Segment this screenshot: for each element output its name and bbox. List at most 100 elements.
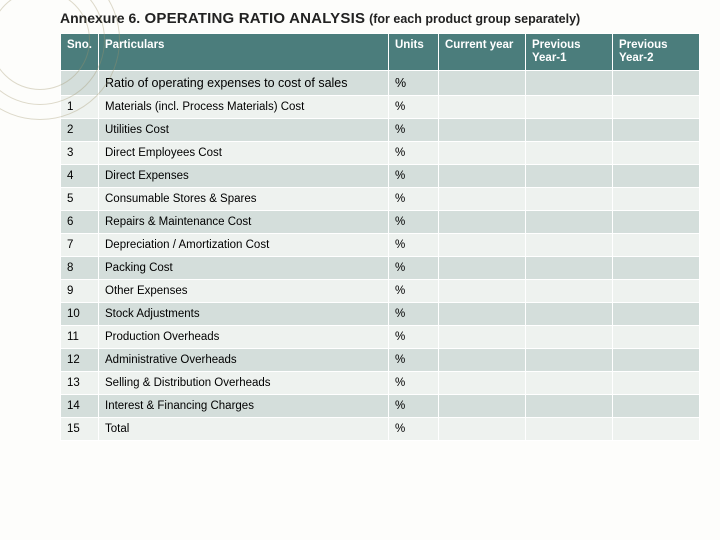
table-row: 9Other Expenses% — [61, 280, 700, 303]
cell-prev2 — [613, 142, 700, 165]
cell-units: % — [389, 188, 439, 211]
cell-current — [439, 257, 526, 280]
table-row: 2Utilities Cost% — [61, 119, 700, 142]
cell-current — [439, 142, 526, 165]
cell-current — [439, 96, 526, 119]
cell-units: % — [389, 211, 439, 234]
cell-prev1 — [526, 257, 613, 280]
cell-particulars: Direct Employees Cost — [99, 142, 389, 165]
cell-current — [439, 211, 526, 234]
cell-sno: 7 — [61, 234, 99, 257]
cell-current — [439, 234, 526, 257]
cell-prev2 — [613, 418, 700, 441]
cell-current — [439, 303, 526, 326]
cell-units: % — [389, 303, 439, 326]
cell-sno: 4 — [61, 165, 99, 188]
cell-particulars: Packing Cost — [99, 257, 389, 280]
cell-units: % — [389, 372, 439, 395]
cell-prev2 — [613, 188, 700, 211]
cell-prev1 — [526, 165, 613, 188]
title-prefix: Annexure 6. — [60, 10, 140, 26]
cell-particulars: Selling & Distribution Overheads — [99, 372, 389, 395]
cell-particulars: Utilities Cost — [99, 119, 389, 142]
table-row: 1Materials (incl. Process Materials) Cos… — [61, 96, 700, 119]
cell-particulars: Other Expenses — [99, 280, 389, 303]
cell-current — [439, 372, 526, 395]
cell-units: % — [389, 257, 439, 280]
cell-current — [439, 395, 526, 418]
cell-units: % — [389, 418, 439, 441]
cell-units: % — [389, 349, 439, 372]
cell-current — [439, 280, 526, 303]
cell-current — [439, 326, 526, 349]
table-row: 7Depreciation / Amortization Cost% — [61, 234, 700, 257]
title-suffix: (for each product group separately) — [369, 12, 580, 26]
cell-prev2 — [613, 211, 700, 234]
cell-particulars: Production Overheads — [99, 326, 389, 349]
cell-prev2 — [613, 395, 700, 418]
cell-particulars: Administrative Overheads — [99, 349, 389, 372]
table-row: 8Packing Cost% — [61, 257, 700, 280]
table-row: 3Direct Employees Cost% — [61, 142, 700, 165]
cell-sno — [61, 71, 99, 96]
cell-prev2 — [613, 96, 700, 119]
cell-particulars: Consumable Stores & Spares — [99, 188, 389, 211]
col-prev2: Previous Year-2 — [613, 34, 700, 71]
table-row: 10Stock Adjustments% — [61, 303, 700, 326]
table-row: 12Administrative Overheads% — [61, 349, 700, 372]
table-row: Ratio of operating expenses to cost of s… — [61, 71, 700, 96]
cell-prev2 — [613, 71, 700, 96]
cell-sno: 13 — [61, 372, 99, 395]
cell-prev1 — [526, 349, 613, 372]
cell-particulars: Repairs & Maintenance Cost — [99, 211, 389, 234]
table-row: 4Direct Expenses% — [61, 165, 700, 188]
cell-prev2 — [613, 349, 700, 372]
cell-prev1 — [526, 234, 613, 257]
cell-current — [439, 349, 526, 372]
cell-current — [439, 165, 526, 188]
table-row: 13Selling & Distribution Overheads% — [61, 372, 700, 395]
cell-prev1 — [526, 418, 613, 441]
cell-prev2 — [613, 257, 700, 280]
cell-prev1 — [526, 142, 613, 165]
cell-particulars: Materials (incl. Process Materials) Cost — [99, 96, 389, 119]
col-sno: Sno. — [61, 34, 99, 71]
cell-sno: 5 — [61, 188, 99, 211]
cell-units: % — [389, 326, 439, 349]
col-units: Units — [389, 34, 439, 71]
cell-units: % — [389, 234, 439, 257]
ratio-table: Sno. Particulars Units Current year Prev… — [60, 33, 700, 441]
cell-particulars: Total — [99, 418, 389, 441]
cell-current — [439, 418, 526, 441]
cell-sno: 9 — [61, 280, 99, 303]
table-row: 5Consumable Stores & Spares% — [61, 188, 700, 211]
cell-sno: 11 — [61, 326, 99, 349]
cell-sno: 10 — [61, 303, 99, 326]
title-main: OPERATING RATIO ANALYSIS — [140, 10, 365, 27]
cell-sno: 1 — [61, 96, 99, 119]
cell-units: % — [389, 165, 439, 188]
cell-sno: 8 — [61, 257, 99, 280]
cell-prev1 — [526, 326, 613, 349]
cell-units: % — [389, 119, 439, 142]
col-current: Current year — [439, 34, 526, 71]
cell-current — [439, 71, 526, 96]
cell-particulars: Ratio of operating expenses to cost of s… — [99, 71, 389, 96]
cell-prev2 — [613, 372, 700, 395]
cell-units: % — [389, 96, 439, 119]
cell-sno: 15 — [61, 418, 99, 441]
cell-prev1 — [526, 395, 613, 418]
cell-prev2 — [613, 326, 700, 349]
cell-particulars: Depreciation / Amortization Cost — [99, 234, 389, 257]
col-prev1: Previous Year-1 — [526, 34, 613, 71]
cell-units: % — [389, 142, 439, 165]
cell-particulars: Direct Expenses — [99, 165, 389, 188]
cell-prev2 — [613, 280, 700, 303]
cell-prev1 — [526, 211, 613, 234]
cell-sno: 12 — [61, 349, 99, 372]
cell-sno: 14 — [61, 395, 99, 418]
col-particulars: Particulars — [99, 34, 389, 71]
cell-sno: 2 — [61, 119, 99, 142]
cell-prev1 — [526, 303, 613, 326]
cell-units: % — [389, 280, 439, 303]
